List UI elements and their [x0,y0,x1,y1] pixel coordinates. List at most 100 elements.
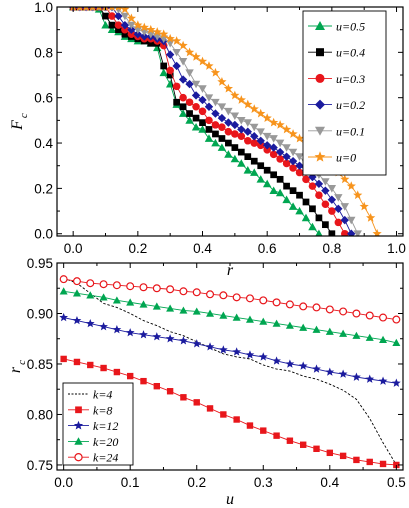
data-point-u=0 [210,67,221,77]
data-point-u=0.3 [321,200,330,209]
data-point-u=0.2 [334,204,343,213]
data-point-u=0 [83,7,89,11]
data-point-u=0 [288,129,298,138]
data-point-u=0 [372,228,382,236]
x-tick-label: 0.8 [322,241,341,256]
data-point-u=0.5 [250,168,259,176]
data-point-k=8 [140,377,147,385]
y-tick-label: 0.80 [27,407,53,422]
data-point-u=0 [230,90,240,100]
data-point-k=12 [232,347,242,356]
x-tick-label: 0.1 [121,475,140,490]
data-point-k=20 [139,300,148,308]
data-point-u=0.3 [159,41,168,50]
y-axis-title: Fc [9,113,30,131]
data-point-u=0.3 [334,218,343,227]
y-tick-label: 0.6 [34,91,53,106]
data-point-u=0.4 [199,119,206,126]
x-tick-label: 0.0 [54,475,73,490]
x-tick-label: 1.0 [387,241,406,256]
data-point-k=12 [298,361,308,370]
data-point-u=0.5 [295,206,304,215]
legend-label-u=0.5: u=0.5 [336,20,365,34]
data-point-k=8 [393,461,400,469]
data-point-k=8 [353,456,360,464]
legend-marker-u=0.4 [316,48,324,57]
legend-marker-u=0.5 [315,21,325,30]
data-point-u=0.3 [282,159,291,168]
data-point-u=0.3 [114,21,123,29]
data-point-k=20 [72,289,81,297]
data-point-k=24 [365,311,374,320]
data-point-u=0.1 [347,216,356,225]
data-point-u=0.5 [256,175,265,183]
data-point-k=8 [153,382,161,390]
data-point-u=0.3 [308,182,317,190]
data-point-u=0.4 [309,205,316,213]
data-point-u=0.5 [178,109,188,117]
data-point-u=0.3 [198,107,207,116]
data-point-u=0.4 [173,98,181,106]
data-point-k=24 [379,313,388,322]
data-point-k=12 [325,367,335,376]
data-point-u=0 [133,20,143,30]
data-point-u=0.4 [108,21,116,29]
data-point-u=0.4 [289,187,297,195]
data-point-k=12 [205,342,215,351]
data-point-u=0.3 [192,102,200,111]
legend-label-k=4: k=4 [93,388,112,402]
data-point-u=0.5 [308,222,317,231]
data-point-u=0.3 [231,130,239,138]
data-point-u=0 [269,117,279,127]
data-point-k=20 [365,333,374,341]
y-tick-label: 0.75 [27,458,53,473]
data-point-u=0.2 [140,32,149,41]
data-point-u=0.3 [276,155,284,163]
data-point-u=0 [191,52,201,61]
data-point-u=0 [89,7,96,11]
data-point-k=24 [219,291,228,300]
data-point-k=20 [339,329,348,337]
data-point-u=0.5 [191,122,201,131]
data-point-k=8 [100,364,107,372]
data-point-u=0 [165,33,175,43]
data-point-k=24 [206,290,215,299]
data-point-u=0 [346,181,356,191]
data-point-u=0.1 [262,132,272,141]
data-point-k=8 [73,358,81,366]
data-point-k=8 [113,368,121,376]
data-point-k=8 [166,388,174,395]
data-point-k=24 [152,284,161,293]
data-point-u=0 [146,24,156,34]
data-point-u=0 [256,108,266,118]
data-point-u=0.2 [327,195,337,204]
data-point-k=20 [166,304,175,312]
data-point-k=20 [285,321,294,329]
data-point-u=0.4 [237,148,245,156]
fc-vs-r-chart: 0.0 0.2 0.4 0.6 0.8 1.0 0.0 0.2 0.4 0.6 0.8 1.0 r Fc u… [9,0,406,279]
data-point-u=0.5 [224,150,233,158]
legend-marker-k=20 [74,437,83,445]
data-point-k=12 [152,332,162,341]
data-point-k=20 [152,302,161,310]
data-point-u=0.3 [185,98,194,107]
data-point-k=24 [392,315,401,324]
x-tick-label: 0.6 [258,241,277,256]
data-point-u=0.2 [256,136,265,145]
data-point-u=0.2 [340,215,349,225]
data-point-u=0.1 [230,112,240,121]
data-point-k=20 [352,331,361,339]
data-point-u=0 [159,29,169,39]
data-point-u=0 [353,190,363,200]
data-point-u=0.1 [185,69,194,77]
data-point-k=12 [312,364,321,373]
data-point-k=8 [286,437,294,444]
data-point-u=0 [109,7,115,11]
data-point-k=24 [232,293,241,302]
data-point-u=0.1 [217,103,227,111]
y-tick-label: 0.8 [34,45,53,60]
series-line-k=4 [63,277,397,466]
data-point-k=8 [299,441,307,448]
data-point-u=0.4 [257,162,265,170]
data-point-u=0 [115,7,122,11]
